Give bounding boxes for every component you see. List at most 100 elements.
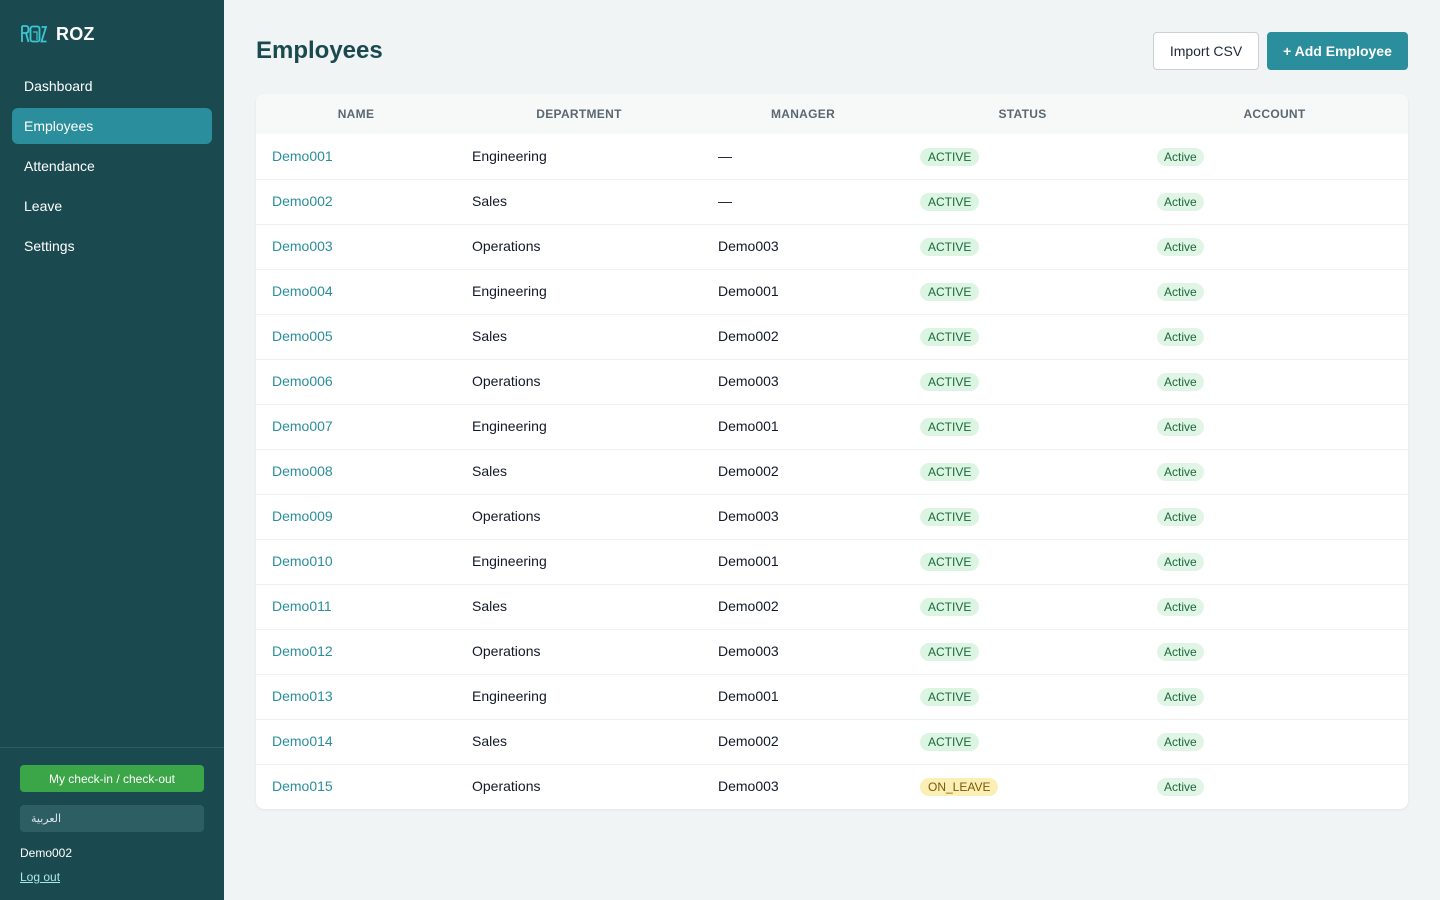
employee-name-link[interactable]: Demo003: [272, 238, 333, 254]
table-row[interactable]: Demo009 Operations Demo003 ACTIVE Active: [256, 494, 1408, 539]
manager-text-cell: Demo003: [702, 643, 904, 661]
employee-name-link[interactable]: Demo010: [272, 553, 333, 569]
employee-name-link[interactable]: Demo005: [272, 328, 333, 344]
department-text: Operations: [472, 643, 541, 659]
main-content: Employees Import CSV + Add Employee NAME…: [224, 0, 1440, 900]
table-row[interactable]: Demo006 Operations Demo003 ACTIVE Active: [256, 359, 1408, 404]
employee-name-link[interactable]: Demo002: [272, 193, 333, 209]
status-badge-cell: ACTIVE: [904, 328, 1141, 346]
manager-text-cell: Demo003: [702, 373, 904, 391]
add-employee-button[interactable]: + Add Employee: [1267, 32, 1408, 70]
status-badge-cell: ACTIVE: [904, 147, 1141, 166]
manager-text-cell: Demo001: [702, 283, 904, 301]
column-header-department[interactable]: DEPARTMENT: [536, 107, 622, 121]
manager-text: —: [718, 193, 732, 209]
status-badge-cell: ACTIVE: [904, 508, 1141, 526]
employee-name-link[interactable]: Demo014: [272, 733, 333, 749]
account-badge-cell: Active: [1141, 283, 1408, 301]
status-badge: ACTIVE: [920, 193, 980, 211]
table-row[interactable]: Demo008 Sales Demo002 ACTIVE Active: [256, 449, 1408, 494]
table-row[interactable]: Demo015 Operations Demo003 ON_LEAVE Active: [256, 764, 1408, 809]
column-header-name[interactable]: NAME: [337, 107, 375, 121]
status-badge: ACTIVE: [920, 418, 980, 436]
status-badge-cell: ACTIVE: [904, 193, 1141, 211]
account-badge-cell: Active: [1141, 688, 1408, 706]
department-text: Operations: [472, 508, 541, 524]
manager-text: Demo001: [718, 688, 779, 704]
department-text-cell: Sales: [456, 733, 702, 751]
sidebar-item-dashboard[interactable]: Dashboard: [24, 78, 93, 94]
import-csv-button[interactable]: Import CSV: [1153, 32, 1259, 70]
employee-name-link[interactable]: Demo009: [272, 508, 333, 524]
account-badge-cell: Active: [1141, 328, 1408, 346]
manager-text: Demo003: [718, 643, 779, 659]
table-row[interactable]: Demo011 Sales Demo002 ACTIVE Active: [256, 584, 1408, 629]
department-text-cell: Engineering: [456, 688, 702, 706]
department-text-cell: Operations: [456, 238, 702, 256]
table-row[interactable]: Demo001 Engineering — ACTIVE Active: [256, 134, 1408, 179]
employee-name-link[interactable]: Demo008: [272, 463, 333, 479]
account-badge-cell: Active: [1141, 553, 1408, 571]
account-badge: Active: [1157, 328, 1204, 346]
sidebar-item-attendance[interactable]: Attendance: [24, 158, 95, 174]
current-user-name: Demo002: [20, 846, 73, 860]
manager-text: Demo003: [718, 508, 779, 524]
table-row[interactable]: Demo005 Sales Demo002 ACTIVE Active: [256, 314, 1408, 359]
logout-link[interactable]: Log out: [20, 870, 61, 884]
table-row[interactable]: Demo003 Operations Demo003 ACTIVE Active: [256, 224, 1408, 269]
employee-name-link[interactable]: Demo015: [272, 778, 333, 794]
column-header-manager[interactable]: MANAGER: [770, 107, 836, 121]
employee-name-link-cell: Demo003: [256, 238, 456, 256]
manager-text-cell: Demo001: [702, 553, 904, 571]
language-toggle-button[interactable]: العربية: [20, 805, 204, 832]
employee-name-link[interactable]: Demo011: [272, 598, 332, 614]
department-text: Sales: [472, 733, 508, 749]
department-text: Sales: [472, 193, 508, 209]
manager-text-cell: Demo001: [702, 688, 904, 706]
table-row[interactable]: Demo010 Engineering Demo001 ACTIVE Active: [256, 539, 1408, 584]
manager-text: Demo001: [718, 418, 779, 434]
department-text-cell: Operations: [456, 643, 702, 661]
table-row[interactable]: Demo012 Operations Demo003 ACTIVE Active: [256, 629, 1408, 674]
table-row[interactable]: Demo004 Engineering Demo001 ACTIVE Active: [256, 269, 1408, 314]
table-row[interactable]: Demo014 Sales Demo002 ACTIVE Active: [256, 719, 1408, 764]
status-badge: ON_LEAVE: [920, 778, 999, 796]
table-row[interactable]: Demo002 Sales — ACTIVE Active: [256, 179, 1408, 224]
employee-name-link-cell: Demo007: [256, 418, 456, 436]
employee-name-link[interactable]: Demo007: [272, 418, 333, 434]
account-badge: Active: [1157, 553, 1204, 571]
manager-text: Demo003: [718, 778, 779, 794]
manager-text-cell: —: [702, 193, 904, 211]
checkin-button[interactable]: My check-in / check-out: [20, 765, 204, 792]
employee-name-link[interactable]: Demo001: [272, 147, 333, 164]
table-row[interactable]: Demo007 Engineering Demo001 ACTIVE Active: [256, 404, 1408, 449]
employee-name-link[interactable]: Demo004: [272, 283, 333, 299]
account-badge: Active: [1157, 373, 1204, 391]
employee-name-link-cell: Demo009: [256, 508, 456, 526]
employee-name-link[interactable]: Demo012: [272, 643, 333, 659]
manager-text-cell: Demo003: [702, 508, 904, 526]
department-text-cell: Sales: [456, 598, 702, 616]
department-text: Engineering: [472, 283, 547, 299]
brand[interactable]: ROZ: [20, 22, 95, 46]
employee-name-link[interactable]: Demo006: [272, 373, 333, 389]
department-text: Engineering: [472, 688, 547, 704]
manager-text: Demo003: [718, 238, 779, 254]
sidebar-item-employees[interactable]: Employees: [12, 108, 212, 144]
department-text: Operations: [472, 778, 541, 794]
account-badge: Active: [1157, 598, 1204, 616]
status-badge: ACTIVE: [920, 328, 980, 346]
employee-name-link-cell: Demo010: [256, 553, 456, 571]
status-badge-cell: ON_LEAVE: [904, 778, 1141, 796]
column-header-status[interactable]: STATUS: [998, 107, 1047, 121]
brand-name: ROZ: [56, 23, 95, 44]
column-header-account[interactable]: ACCOUNT: [1243, 107, 1306, 121]
sidebar-item-leave[interactable]: Leave: [24, 198, 63, 214]
employee-name-link[interactable]: Demo013: [272, 688, 333, 704]
status-badge-cell: ACTIVE: [904, 643, 1141, 661]
status-badge-cell: ACTIVE: [904, 283, 1141, 301]
table-row[interactable]: Demo013 Engineering Demo001 ACTIVE Active: [256, 674, 1408, 719]
manager-text-cell: Demo003: [702, 778, 904, 796]
employee-name-link-cell: Demo004: [256, 283, 456, 301]
sidebar-item-settings[interactable]: Settings: [24, 238, 75, 254]
